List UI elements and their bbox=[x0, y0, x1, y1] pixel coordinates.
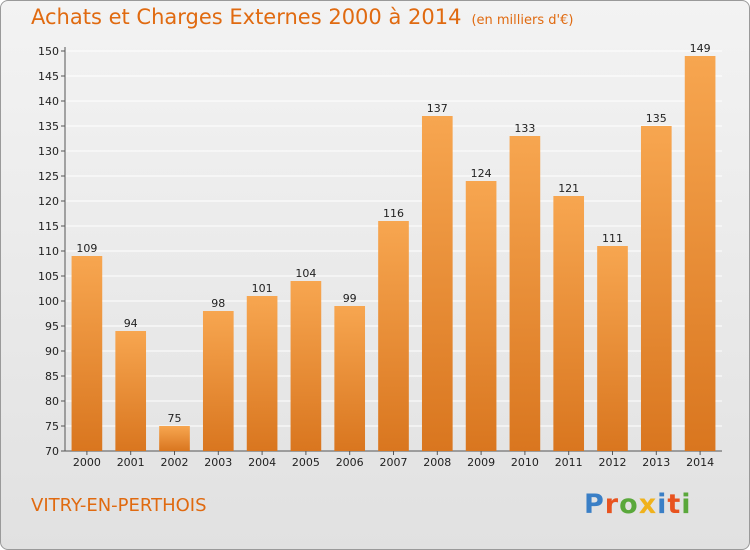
x-tick-label: 2008 bbox=[423, 456, 451, 469]
bar bbox=[115, 331, 147, 451]
x-tick-label: 2002 bbox=[161, 456, 189, 469]
bar bbox=[597, 246, 628, 451]
bar bbox=[509, 136, 541, 451]
bar bbox=[684, 56, 716, 451]
logo-letter: i bbox=[681, 489, 692, 520]
y-tick-label: 75 bbox=[45, 420, 59, 433]
x-tick-label: 2000 bbox=[73, 456, 101, 469]
y-tick-label: 145 bbox=[38, 70, 59, 83]
labels: 70 75 80 85 90 95 100 105 110 115 120 125 130 135 140 1… bbox=[38, 42, 714, 469]
bar bbox=[640, 126, 672, 451]
bar bbox=[553, 196, 585, 451]
bar bbox=[290, 281, 322, 451]
data-label: 124 bbox=[471, 167, 492, 180]
x-tick-label: 2007 bbox=[380, 456, 408, 469]
x-tick-label: 2012 bbox=[599, 456, 627, 469]
logo-letter: x bbox=[638, 489, 658, 520]
y-tick-label: 130 bbox=[38, 145, 59, 158]
bars bbox=[71, 56, 716, 451]
data-label: 101 bbox=[252, 282, 273, 295]
chart-subtitle: (en milliers d'€) bbox=[471, 13, 574, 28]
data-label: 111 bbox=[602, 232, 623, 245]
bar bbox=[246, 296, 278, 451]
bar bbox=[465, 181, 497, 451]
data-label: 94 bbox=[124, 317, 138, 330]
y-tick-label: 85 bbox=[45, 370, 59, 383]
data-label: 149 bbox=[690, 42, 711, 55]
bar bbox=[159, 426, 190, 451]
bar bbox=[202, 311, 234, 451]
y-tick-label: 100 bbox=[38, 295, 59, 308]
x-tick-label: 2003 bbox=[204, 456, 232, 469]
x-tick-label: 2001 bbox=[117, 456, 145, 469]
city-label: VITRY-EN-PERTHOIS bbox=[31, 495, 207, 516]
data-label: 99 bbox=[343, 292, 357, 305]
x-tick-label: 2005 bbox=[292, 456, 320, 469]
chart-title: Achats et Charges Externes 2000 à 2014 (e… bbox=[31, 5, 574, 29]
bar bbox=[421, 116, 453, 451]
y-tick-label: 125 bbox=[38, 170, 59, 183]
logo-letter: t bbox=[667, 489, 682, 520]
x-tick-label: 2014 bbox=[686, 456, 714, 469]
data-label: 98 bbox=[211, 297, 225, 310]
y-tick-label: 120 bbox=[38, 195, 59, 208]
y-tick-label: 80 bbox=[45, 395, 59, 408]
data-label: 121 bbox=[558, 182, 579, 195]
logo-letter: o bbox=[619, 489, 639, 520]
y-tick-label: 110 bbox=[38, 245, 59, 258]
data-label: 75 bbox=[168, 412, 182, 425]
bar bbox=[334, 306, 366, 451]
y-tick-label: 70 bbox=[45, 445, 59, 458]
y-tick-label: 90 bbox=[45, 345, 59, 358]
x-tick-label: 2004 bbox=[248, 456, 276, 469]
x-tick-label: 2011 bbox=[555, 456, 583, 469]
y-tick-label: 105 bbox=[38, 270, 59, 283]
data-label: 135 bbox=[646, 112, 667, 125]
data-label: 104 bbox=[295, 267, 316, 280]
y-tick-label: 115 bbox=[38, 220, 59, 233]
data-label: 133 bbox=[514, 122, 535, 135]
bar bbox=[378, 221, 409, 451]
y-tick-label: 95 bbox=[45, 320, 59, 333]
x-tick-label: 2006 bbox=[336, 456, 364, 469]
y-tick-label: 135 bbox=[38, 120, 59, 133]
data-label: 109 bbox=[76, 242, 97, 255]
logo-letter: r bbox=[604, 489, 620, 520]
x-tick-label: 2013 bbox=[642, 456, 670, 469]
data-label: 116 bbox=[383, 207, 404, 220]
x-tick-label: 2009 bbox=[467, 456, 495, 469]
bar bbox=[71, 256, 103, 451]
x-tick-label: 2010 bbox=[511, 456, 539, 469]
logo-letter: P bbox=[584, 489, 605, 520]
y-tick-label: 150 bbox=[38, 45, 59, 58]
proxiti-logo: Proxiti bbox=[584, 489, 692, 520]
logo-letter: i bbox=[657, 489, 668, 520]
data-label: 137 bbox=[427, 102, 448, 115]
y-tick-label: 140 bbox=[38, 95, 59, 108]
